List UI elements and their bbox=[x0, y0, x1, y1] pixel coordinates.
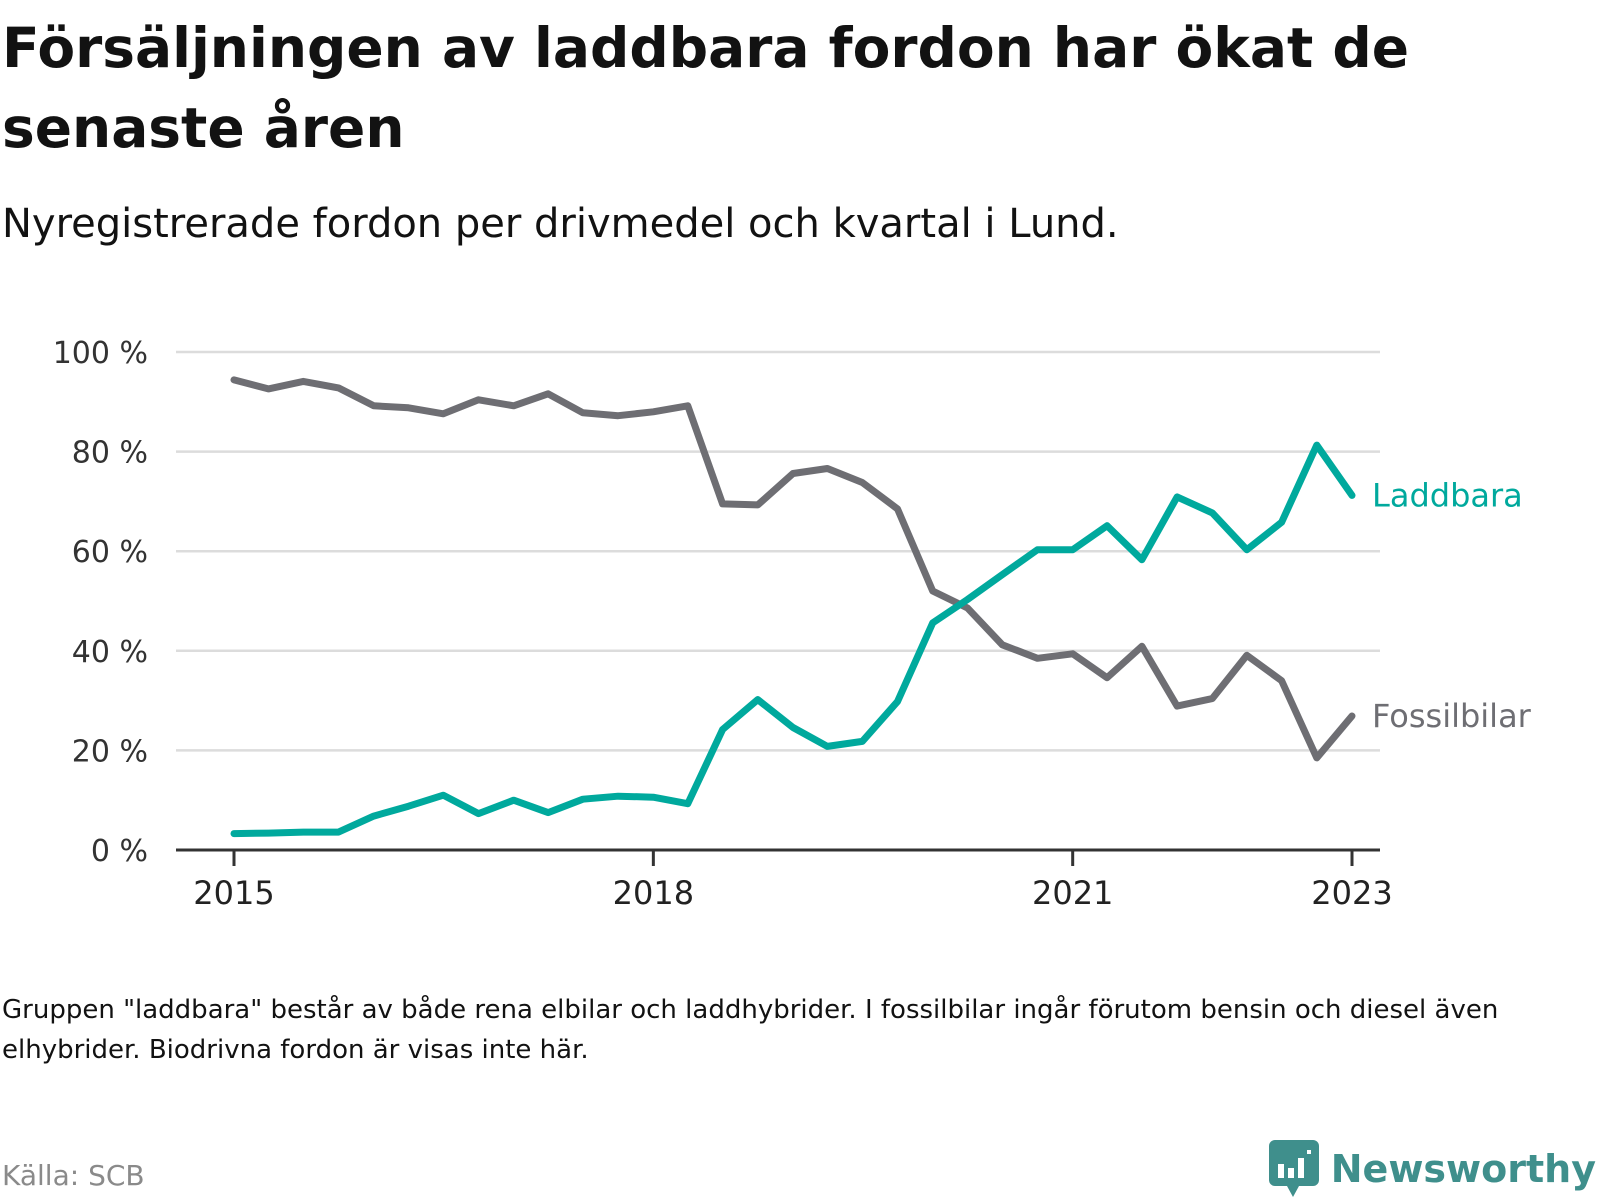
series-line-laddbara bbox=[230, 441, 1356, 838]
y-tick-label: 100 % bbox=[53, 336, 148, 371]
y-tick-label: 40 % bbox=[72, 635, 148, 670]
y-tick-label: 20 % bbox=[72, 734, 148, 769]
y-tick-label: 0 % bbox=[91, 834, 148, 869]
chart-subtitle: Nyregistrerade fordon per drivmedel och … bbox=[2, 201, 1119, 247]
x-tick-label: 2021 bbox=[1032, 874, 1113, 912]
y-tick-label: 80 % bbox=[72, 436, 148, 471]
series-line-fossilbilar bbox=[230, 376, 1356, 762]
x-tick-label: 2023 bbox=[1311, 874, 1392, 912]
series-labels: Laddbara Fossilbilar bbox=[1372, 476, 1532, 735]
x-tick-label: 2018 bbox=[613, 874, 694, 912]
grid-lines bbox=[176, 350, 1380, 752]
x-tick-label: 2015 bbox=[193, 874, 274, 912]
bar-chart-bubble-icon bbox=[1268, 1140, 1319, 1197]
source-credit: Källa: SCB bbox=[2, 1159, 145, 1192]
x-axis: 2015 2018 2021 2023 bbox=[176, 848, 1393, 912]
series-lines bbox=[230, 376, 1356, 838]
series-label-laddbara: Laddbara bbox=[1372, 476, 1523, 514]
series-label-fossilbilar: Fossilbilar bbox=[1372, 697, 1532, 735]
brand-name: Newsworthy bbox=[1330, 1147, 1596, 1191]
y-tick-label: 60 % bbox=[72, 535, 148, 570]
chart-footnote: Gruppen "laddbara" består av både rena e… bbox=[2, 995, 1499, 1065]
chart-title: Försäljningen av laddbara fordon har öka… bbox=[2, 16, 1410, 160]
line-chart: 0 % 20 % 40 % 60 % 80 % 100 % 2015 2018 2021 202… bbox=[53, 336, 1532, 912]
y-axis-ticks: 0 % 20 % 40 % 60 % 80 % 100 % bbox=[53, 336, 148, 869]
brand-logo: Newsworthy bbox=[1268, 1140, 1596, 1198]
